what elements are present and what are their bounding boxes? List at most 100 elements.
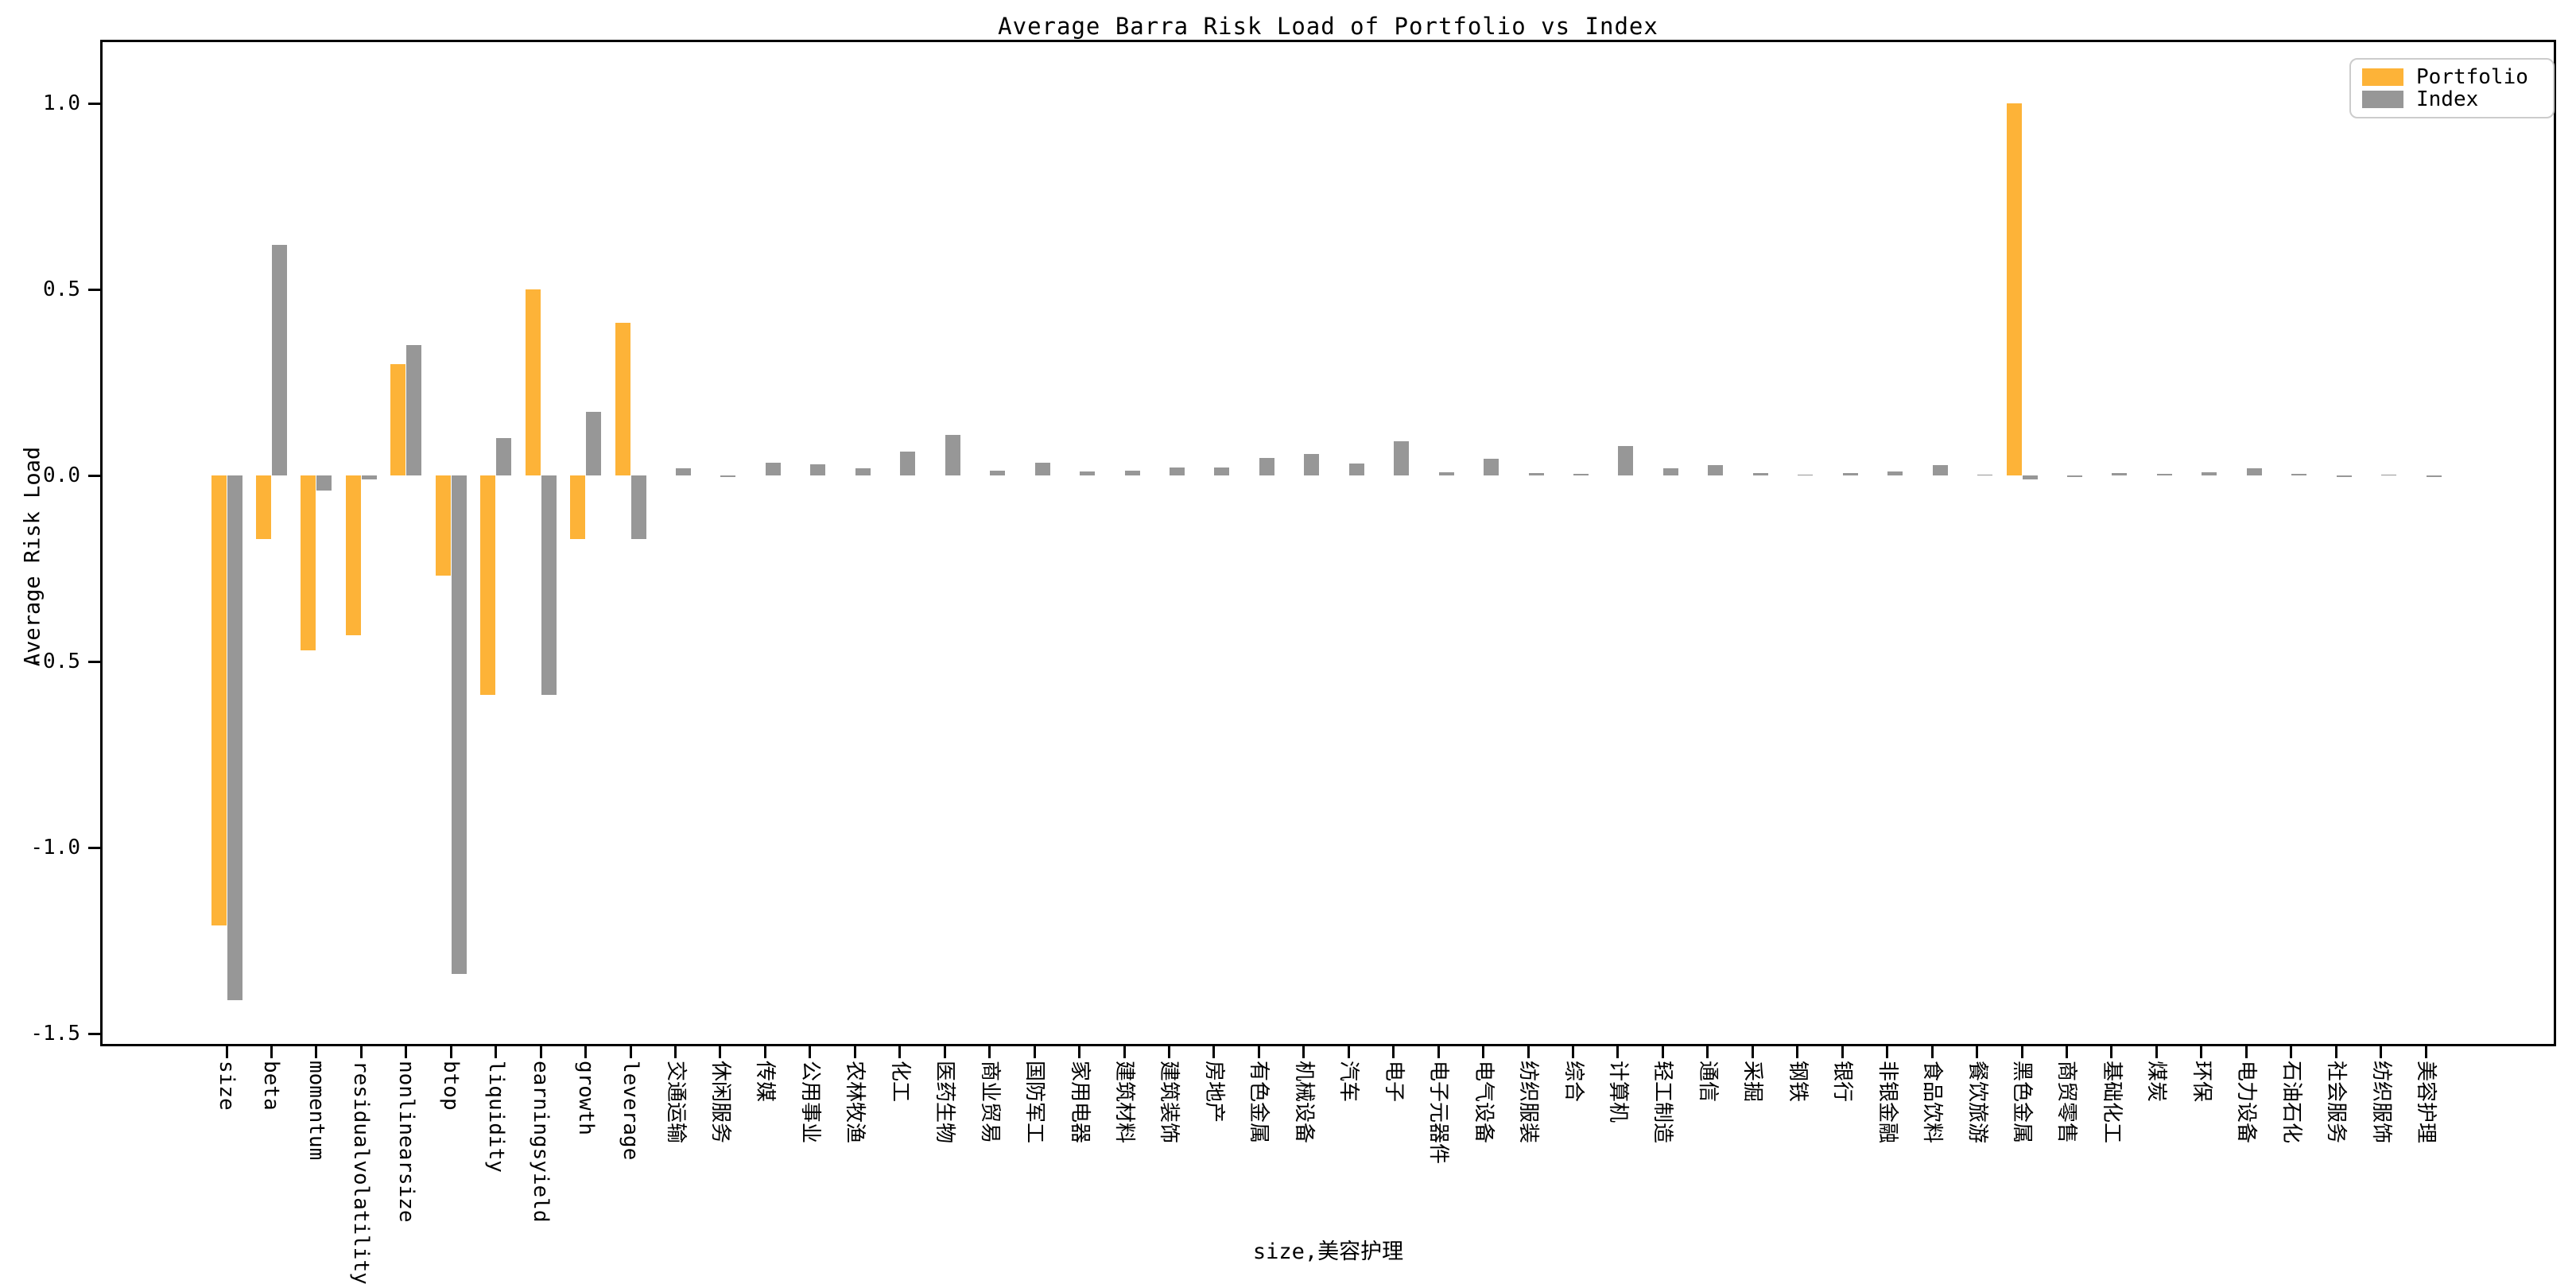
x-tick-mark: [495, 1046, 498, 1058]
bar-index-24: [1304, 454, 1320, 475]
bar-portfolio-40: [2006, 103, 2022, 475]
x-tick-label: 环保: [2189, 1061, 2213, 1103]
y-tick-label: 0.0: [43, 464, 80, 487]
bar-index-30: [1573, 474, 1589, 475]
bar-index-31: [1618, 445, 1634, 475]
x-tick-label: growth: [573, 1061, 598, 1135]
x-tick-label: 机械设备: [1291, 1061, 1316, 1144]
x-tick-mark: [898, 1046, 902, 1058]
bar-index-29: [1528, 472, 1544, 475]
bar-index-4: [406, 345, 422, 475]
x-tick-label: 采掘: [1740, 1061, 1765, 1103]
x-tick-mark: [225, 1046, 228, 1058]
bar-portfolio-0: [211, 475, 227, 926]
bar-index-43: [2156, 473, 2172, 475]
x-tick-mark: [1437, 1046, 1440, 1058]
x-tick-mark: [1527, 1046, 1530, 1058]
x-tick-mark: [449, 1046, 452, 1058]
bar-index-19: [1080, 471, 1096, 475]
y-tick-label: -1.0: [30, 836, 80, 859]
plot-area: [100, 40, 2556, 1046]
x-tick-mark: [2424, 1046, 2427, 1058]
x-tick-mark: [943, 1046, 946, 1058]
bar-index-23: [1259, 458, 1274, 475]
index-swatch-icon: [2362, 91, 2403, 108]
bar-portfolio-7: [525, 289, 541, 475]
bar-index-17: [990, 471, 1006, 475]
x-tick-label: 电子: [1381, 1061, 1406, 1103]
bar-index-14: [855, 467, 871, 475]
x-tick-mark: [1167, 1046, 1170, 1058]
x-tick-label: 休闲服务: [708, 1061, 732, 1144]
x-tick-label: 公用事业: [797, 1061, 822, 1144]
y-tick-mark: [88, 846, 100, 849]
y-tick-label: 0.5: [43, 277, 80, 301]
x-tick-label: 美容护理: [2414, 1061, 2438, 1144]
bar-index-39: [1977, 474, 1993, 475]
x-tick-mark: [2290, 1046, 2293, 1058]
x-tick-mark: [1976, 1046, 1979, 1058]
x-tick-label: 通信: [1695, 1061, 1720, 1103]
legend: Portfolio Index: [2349, 58, 2555, 118]
x-tick-mark: [1886, 1046, 1889, 1058]
bar-index-6: [496, 438, 512, 475]
x-tick-label: 计算机: [1605, 1061, 1630, 1123]
x-tick-mark: [1796, 1046, 1799, 1058]
x-tick-label: 家用电器: [1067, 1061, 1092, 1144]
x-tick-mark: [629, 1046, 632, 1058]
x-tick-label: 电气设备: [1471, 1061, 1496, 1144]
x-tick-label: 纺织服装: [1516, 1061, 1541, 1144]
x-tick-label: 银行: [1830, 1061, 1855, 1103]
x-tick-mark: [1347, 1046, 1350, 1058]
x-tick-label: size: [215, 1061, 239, 1111]
bar-index-20: [1124, 471, 1140, 475]
x-tick-label: 建筑材料: [1112, 1061, 1136, 1144]
x-tick-label: 电子元器件: [1426, 1061, 1451, 1165]
x-tick-label: beta: [259, 1061, 284, 1111]
y-tick-mark: [88, 102, 100, 105]
legend-label-index: Index: [2416, 87, 2479, 111]
bar-portfolio-4: [390, 363, 406, 475]
bar-index-25: [1348, 464, 1364, 475]
legend-item-portfolio: Portfolio: [2362, 67, 2542, 87]
bar-portfolio-3: [345, 475, 361, 636]
chart-title: Average Barra Risk Load of Portfolio vs …: [998, 13, 1658, 40]
bar-index-26: [1394, 441, 1410, 475]
y-tick-mark: [88, 660, 100, 663]
bar-index-42: [2112, 472, 2128, 475]
x-tick-mark: [809, 1046, 812, 1058]
bar-index-40: [2022, 475, 2038, 479]
bar-index-1: [271, 244, 287, 475]
bar-index-49: [2426, 475, 2442, 477]
x-tick-mark: [2244, 1046, 2248, 1058]
x-tick-label: 基础化工: [2099, 1061, 2124, 1144]
bar-index-35: [1798, 474, 1814, 475]
bar-index-41: [2066, 475, 2082, 477]
bar-index-46: [2291, 474, 2307, 475]
bar-index-5: [451, 475, 467, 975]
x-tick-mark: [584, 1046, 588, 1058]
x-tick-mark: [539, 1046, 542, 1058]
bar-index-2: [316, 475, 332, 491]
x-tick-label: 煤炭: [2144, 1061, 2169, 1103]
x-tick-label: btop: [439, 1061, 464, 1111]
bar-index-22: [1214, 467, 1230, 475]
x-tick-label: 商业贸易: [977, 1061, 1002, 1144]
x-tick-mark: [674, 1046, 677, 1058]
x-axis-label: size,美容护理: [1252, 1240, 1404, 1264]
x-tick-mark: [405, 1046, 408, 1058]
x-tick-label: nonlinearsize: [394, 1061, 418, 1223]
bar-index-27: [1438, 471, 1454, 475]
bar-index-47: [2336, 475, 2352, 477]
bar-portfolio-1: [255, 475, 271, 539]
x-tick-label: 社会服务: [2324, 1061, 2349, 1144]
x-tick-mark: [315, 1046, 318, 1058]
bar-index-0: [227, 475, 242, 1000]
x-tick-label: 非银金融: [1875, 1061, 1899, 1144]
bar-index-44: [2202, 472, 2217, 475]
x-tick-mark: [2334, 1046, 2337, 1058]
x-tick-label: momentum: [304, 1061, 328, 1161]
bar-index-15: [900, 451, 916, 475]
x-tick-mark: [270, 1046, 273, 1058]
x-tick-label: 商贸零售: [2054, 1061, 2079, 1144]
